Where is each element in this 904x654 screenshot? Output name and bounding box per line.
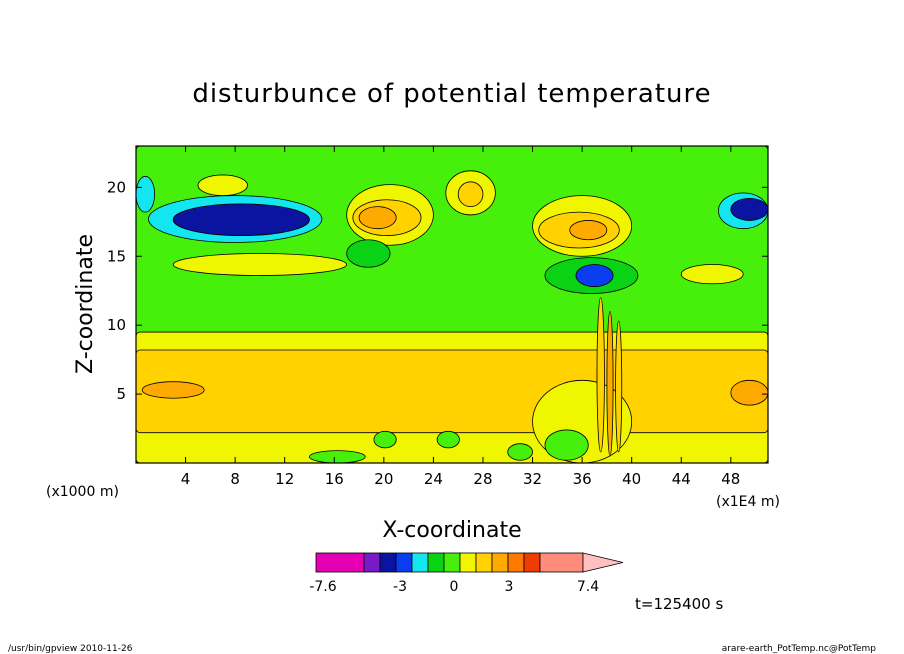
y-axis: 5 10 15 20 xyxy=(107,178,768,403)
colorbar-swatch xyxy=(539,552,584,573)
contour-region-31 xyxy=(436,430,460,449)
y-tick-label: 20 xyxy=(107,178,126,196)
colorbar-swatch xyxy=(507,552,525,573)
x-tick-label: 48 xyxy=(721,470,740,488)
x-axis: 4 8 12 16 20 24 28 32 36 40 44 48 xyxy=(181,146,740,488)
colorbar-swatch xyxy=(315,552,365,573)
contour-region-26 xyxy=(615,320,623,453)
contour-region-22 xyxy=(172,253,348,276)
x-tick-label: 16 xyxy=(325,470,344,488)
y-tick-label: 15 xyxy=(107,247,126,265)
colorbar-swatch xyxy=(475,552,493,573)
x-tick-label: 44 xyxy=(672,470,691,488)
colorbar-tick-label: 0 xyxy=(450,579,459,595)
colorbar-swatch xyxy=(443,552,461,573)
chart-title: disturbunce of potential temperature xyxy=(192,79,711,109)
y-axis-label: Z-coordinate xyxy=(73,234,98,374)
x-tick-label: 12 xyxy=(275,470,294,488)
contour-region-29 xyxy=(309,450,366,463)
colorbar-tick-label: -7.6 xyxy=(309,579,336,595)
contour-region-18 xyxy=(346,239,391,268)
plot-area xyxy=(136,146,768,463)
y-unit-label: (x1000 m) xyxy=(46,484,119,500)
colorbar-arrow xyxy=(582,552,624,573)
colorbar-swatch xyxy=(491,552,509,573)
y-tick-label: 5 xyxy=(116,385,126,403)
x-tick-label: 20 xyxy=(374,470,393,488)
colorbar-swatch xyxy=(427,552,445,573)
contour-region-28 xyxy=(507,443,533,461)
contour-region-8 xyxy=(730,197,768,221)
colorbar-swatch xyxy=(379,552,397,573)
x-tick-label: 40 xyxy=(622,470,641,488)
contour-region-30 xyxy=(373,430,397,449)
plot-frame xyxy=(135,145,769,464)
footer-left: /usr/bin/gpview 2010-11-26 xyxy=(8,644,133,654)
footer-right: arare-earth_PotTemp.nc@PotTemp xyxy=(722,644,877,654)
colorbar-swatch xyxy=(411,552,429,573)
contour-region-17 xyxy=(575,264,614,287)
colorbar-tick-label: -3 xyxy=(393,579,407,595)
colorbar-swatch xyxy=(395,552,413,573)
contour-region-9 xyxy=(136,175,155,213)
x-tick-label: 8 xyxy=(230,470,240,488)
contour-region-21 xyxy=(457,181,484,208)
x-tick-label: 32 xyxy=(523,470,542,488)
colorbar-tick-label: 7.4 xyxy=(577,579,599,595)
region-layer xyxy=(136,146,768,463)
contour-region-4 xyxy=(730,379,768,406)
y-tick-label: 10 xyxy=(107,316,126,334)
contour-region-12 xyxy=(358,206,397,230)
x-tick-label: 36 xyxy=(573,470,592,488)
contour-region-32 xyxy=(680,264,744,285)
contour-region-25 xyxy=(606,310,614,457)
x-tick-label: 24 xyxy=(424,470,443,488)
colorbar: -7.6 -3 0 3 7.4 xyxy=(309,552,624,595)
x-axis-label: X-coordinate xyxy=(382,518,521,543)
colorbar-swatch xyxy=(459,552,477,573)
x-tick-label: 4 xyxy=(181,470,191,488)
contour-region-24 xyxy=(596,297,605,453)
x-unit-label: (x1E4 m) xyxy=(716,494,780,510)
contour-region-2 xyxy=(136,349,768,434)
contour-region-3 xyxy=(141,381,205,399)
contour-region-15 xyxy=(569,220,608,241)
colorbar-tick-label: 3 xyxy=(505,579,514,595)
time-label: t=125400 s xyxy=(635,595,723,613)
contour-region-27 xyxy=(544,429,589,461)
x-tick-label: 28 xyxy=(473,470,492,488)
colorbar-swatch xyxy=(363,552,381,573)
contour-region-19 xyxy=(197,174,248,197)
colorbar-swatch xyxy=(523,552,541,573)
contour-region-6 xyxy=(172,203,310,236)
